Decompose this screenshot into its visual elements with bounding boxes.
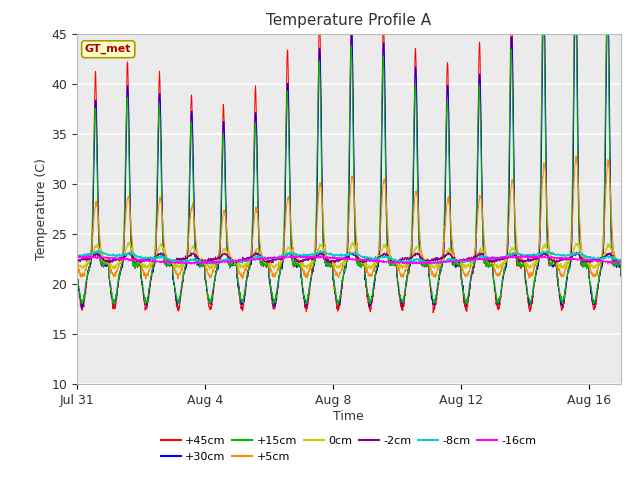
-2cm	[328, 261, 335, 266]
Text: GT_met: GT_met	[85, 44, 131, 54]
-2cm	[502, 255, 509, 261]
0cm	[184, 256, 191, 262]
-16cm	[73, 254, 81, 260]
-16cm	[183, 260, 191, 265]
-16cm	[116, 256, 124, 262]
+15cm	[116, 270, 124, 276]
+30cm	[78, 305, 86, 311]
Line: +5cm: +5cm	[77, 156, 621, 279]
+5cm	[573, 153, 580, 159]
-8cm	[93, 247, 101, 253]
0cm	[237, 263, 244, 269]
+30cm	[237, 297, 244, 303]
-16cm	[617, 259, 625, 265]
+15cm	[190, 223, 198, 228]
-2cm	[92, 249, 100, 254]
X-axis label: Time: Time	[333, 409, 364, 422]
+15cm	[372, 268, 380, 274]
-8cm	[116, 252, 124, 258]
Line: -8cm: -8cm	[77, 250, 621, 264]
+45cm	[617, 273, 625, 279]
-2cm	[237, 257, 244, 263]
-2cm	[184, 256, 191, 262]
0cm	[205, 266, 213, 272]
+30cm	[116, 270, 124, 276]
-8cm	[191, 257, 198, 263]
Y-axis label: Temperature (C): Temperature (C)	[35, 158, 49, 260]
+5cm	[372, 259, 380, 265]
Line: +45cm: +45cm	[77, 34, 621, 312]
-2cm	[617, 258, 625, 264]
-16cm	[523, 252, 531, 258]
-16cm	[188, 261, 195, 267]
+15cm	[617, 273, 625, 279]
+5cm	[73, 265, 81, 271]
+30cm	[73, 273, 81, 279]
+15cm	[183, 251, 191, 256]
-8cm	[431, 261, 439, 267]
-2cm	[116, 254, 124, 260]
+45cm	[315, 31, 323, 36]
-8cm	[502, 253, 509, 259]
-8cm	[73, 254, 81, 260]
+45cm	[502, 263, 509, 268]
0cm	[502, 259, 509, 265]
-8cm	[617, 259, 625, 264]
+45cm	[190, 222, 198, 228]
Title: Temperature Profile A: Temperature Profile A	[266, 13, 431, 28]
+45cm	[116, 272, 124, 278]
Line: +30cm: +30cm	[77, 34, 621, 308]
+45cm	[429, 310, 437, 315]
+15cm	[502, 263, 509, 268]
+45cm	[73, 274, 81, 279]
+5cm	[190, 216, 198, 222]
Line: -2cm: -2cm	[77, 252, 621, 264]
+5cm	[116, 260, 124, 265]
0cm	[191, 246, 198, 252]
+15cm	[236, 294, 244, 300]
+15cm	[527, 302, 534, 308]
+30cm	[372, 269, 380, 275]
0cm	[617, 261, 625, 266]
+15cm	[539, 31, 547, 36]
-2cm	[73, 259, 81, 265]
+45cm	[183, 255, 191, 261]
-2cm	[191, 252, 198, 257]
-16cm	[191, 261, 198, 267]
+5cm	[239, 276, 246, 282]
+5cm	[617, 262, 625, 267]
-8cm	[237, 258, 244, 264]
+30cm	[184, 254, 191, 260]
Line: -16cm: -16cm	[77, 255, 621, 264]
+5cm	[502, 255, 509, 261]
+15cm	[73, 270, 81, 276]
-8cm	[372, 256, 380, 262]
Line: +15cm: +15cm	[77, 34, 621, 305]
+30cm	[191, 215, 198, 221]
-16cm	[372, 257, 380, 263]
Legend: +45cm, +30cm, +15cm, +5cm, 0cm, -2cm, -8cm, -16cm: +45cm, +30cm, +15cm, +5cm, 0cm, -2cm, -8…	[156, 432, 541, 466]
+45cm	[372, 268, 380, 274]
+5cm	[236, 269, 244, 275]
0cm	[125, 240, 132, 245]
-16cm	[237, 258, 244, 264]
0cm	[73, 259, 81, 265]
-2cm	[372, 256, 380, 262]
Line: 0cm: 0cm	[77, 242, 621, 269]
+30cm	[348, 31, 356, 36]
+45cm	[236, 301, 244, 307]
0cm	[116, 260, 124, 266]
+5cm	[183, 248, 191, 254]
+30cm	[617, 273, 625, 279]
-16cm	[502, 253, 509, 259]
+30cm	[502, 260, 509, 266]
0cm	[372, 261, 380, 266]
-8cm	[184, 259, 191, 264]
